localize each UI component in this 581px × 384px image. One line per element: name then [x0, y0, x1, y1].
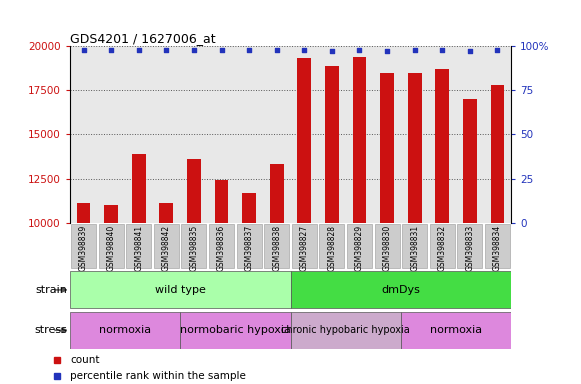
Text: GSM398841: GSM398841 [134, 225, 143, 271]
Text: GSM398840: GSM398840 [107, 225, 116, 271]
Point [493, 46, 502, 53]
Point [106, 46, 116, 53]
Point [410, 46, 419, 53]
Point [355, 46, 364, 53]
FancyBboxPatch shape [292, 224, 317, 268]
Text: strain: strain [35, 285, 67, 295]
Bar [380, 73, 394, 223]
Bar [408, 73, 422, 223]
Text: GSM398836: GSM398836 [217, 225, 226, 271]
FancyBboxPatch shape [320, 224, 345, 268]
Point [272, 46, 281, 53]
Text: GSM398838: GSM398838 [272, 225, 281, 271]
Text: GSM398827: GSM398827 [300, 225, 309, 271]
Text: percentile rank within the sample: percentile rank within the sample [70, 371, 246, 381]
Bar [297, 58, 311, 223]
FancyBboxPatch shape [99, 224, 124, 268]
FancyBboxPatch shape [375, 224, 400, 268]
Bar [104, 205, 118, 223]
Text: GSM398839: GSM398839 [79, 225, 88, 271]
FancyBboxPatch shape [70, 271, 290, 308]
Bar [159, 203, 173, 223]
Text: GSM398828: GSM398828 [328, 225, 336, 271]
Bar [325, 66, 339, 223]
Text: GSM398829: GSM398829 [355, 225, 364, 271]
Bar [242, 193, 256, 223]
Bar [463, 99, 477, 223]
Point [300, 46, 309, 53]
Text: GSM398831: GSM398831 [410, 225, 419, 271]
Text: normobaric hypoxia: normobaric hypoxia [180, 325, 290, 335]
Bar [77, 203, 91, 223]
Bar [353, 57, 367, 223]
FancyBboxPatch shape [290, 271, 511, 308]
FancyBboxPatch shape [485, 224, 510, 268]
Bar [490, 85, 504, 223]
Text: GSM398835: GSM398835 [189, 225, 198, 271]
Point [217, 46, 226, 53]
Text: GSM398832: GSM398832 [438, 225, 447, 271]
FancyBboxPatch shape [209, 224, 234, 268]
Text: GSM398842: GSM398842 [162, 225, 171, 271]
Bar [435, 69, 449, 223]
Point [134, 46, 144, 53]
FancyBboxPatch shape [126, 224, 151, 268]
FancyBboxPatch shape [71, 224, 96, 268]
Point [327, 48, 336, 55]
Bar [132, 154, 146, 223]
Bar [187, 159, 201, 223]
FancyBboxPatch shape [347, 224, 372, 268]
FancyBboxPatch shape [290, 312, 401, 349]
Bar [270, 164, 284, 223]
Point [79, 46, 88, 53]
FancyBboxPatch shape [402, 224, 427, 268]
Text: GSM398833: GSM398833 [465, 225, 474, 271]
FancyBboxPatch shape [236, 224, 261, 268]
FancyBboxPatch shape [181, 224, 206, 268]
FancyBboxPatch shape [457, 224, 482, 268]
Point [189, 46, 199, 53]
FancyBboxPatch shape [430, 224, 455, 268]
Text: GSM398837: GSM398837 [245, 225, 253, 271]
FancyBboxPatch shape [401, 312, 511, 349]
FancyBboxPatch shape [154, 224, 179, 268]
Bar [214, 180, 228, 223]
Text: dmDys: dmDys [382, 285, 420, 295]
Text: GSM398830: GSM398830 [383, 225, 392, 271]
Point [465, 48, 475, 55]
FancyBboxPatch shape [264, 224, 289, 268]
Text: GDS4201 / 1627006_at: GDS4201 / 1627006_at [70, 32, 216, 45]
Text: stress: stress [34, 325, 67, 335]
Text: GSM398834: GSM398834 [493, 225, 502, 271]
Point [245, 46, 254, 53]
Text: normoxia: normoxia [99, 325, 151, 335]
Text: chronic hypobaric hypoxia: chronic hypobaric hypoxia [281, 325, 410, 335]
FancyBboxPatch shape [70, 312, 180, 349]
Text: wild type: wild type [155, 285, 206, 295]
Text: normoxia: normoxia [430, 325, 482, 335]
Point [437, 46, 447, 53]
FancyBboxPatch shape [180, 312, 290, 349]
Text: count: count [70, 356, 99, 366]
Point [382, 48, 392, 55]
Point [162, 46, 171, 53]
